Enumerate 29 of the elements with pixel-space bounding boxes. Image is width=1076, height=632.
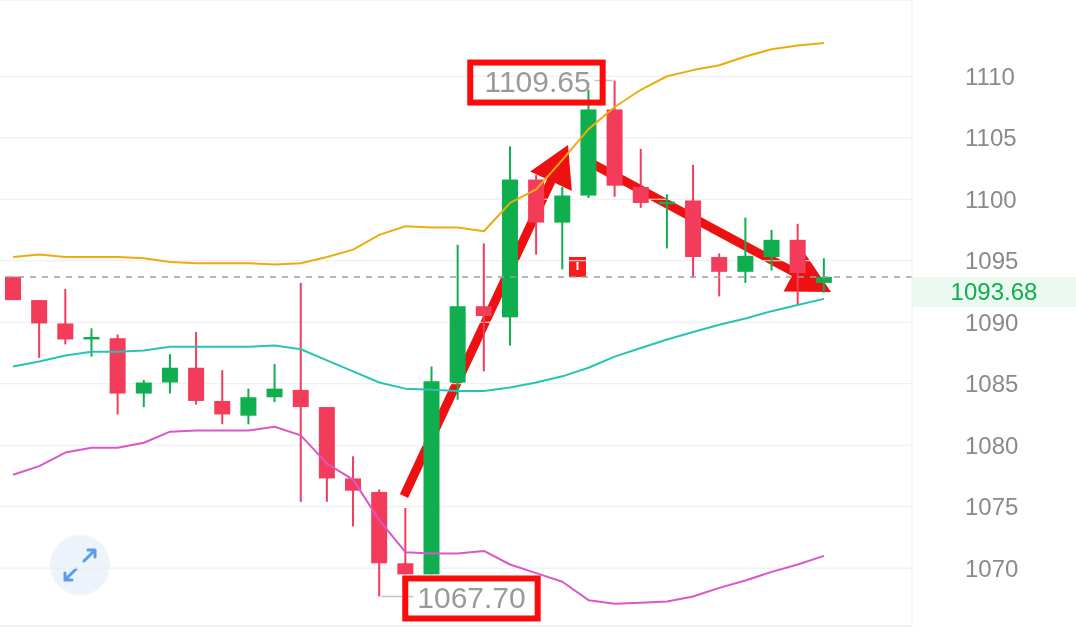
line-series [12, 42, 825, 266]
annotation: 1067.70 [417, 580, 526, 614]
y-tick-label: 1070 [965, 554, 1019, 582]
candlestick [161, 353, 178, 395]
y-tick-label: 1080 [965, 431, 1019, 459]
candlestick [214, 369, 231, 426]
y-tick-label: 1095 [965, 247, 1019, 275]
candlestick [815, 257, 832, 294]
y-tick-label: 1090 [965, 308, 1019, 336]
candlestick [31, 299, 48, 359]
candlestick [292, 281, 309, 503]
line-series [12, 297, 825, 393]
y-tick-label: 1085 [965, 370, 1019, 398]
y-tick-label: 1110 [965, 62, 1015, 90]
candlestick [135, 379, 152, 409]
candlestick [475, 242, 492, 373]
candlestick [737, 216, 754, 284]
candlestick [397, 506, 414, 576]
candlestick [763, 228, 780, 272]
y-tick-label: 1105 [965, 124, 1017, 152]
annotation: 1109.65 [484, 65, 591, 99]
candlestick [266, 363, 283, 404]
candlestick [632, 147, 649, 209]
ref-line-label: 1093.68 [950, 278, 1038, 306]
candlestick [711, 252, 728, 298]
y-tick-label: 1100 [965, 185, 1017, 213]
y-tick-label: 1075 [965, 493, 1019, 521]
candlestick [240, 387, 257, 426]
candlestick [57, 288, 74, 346]
